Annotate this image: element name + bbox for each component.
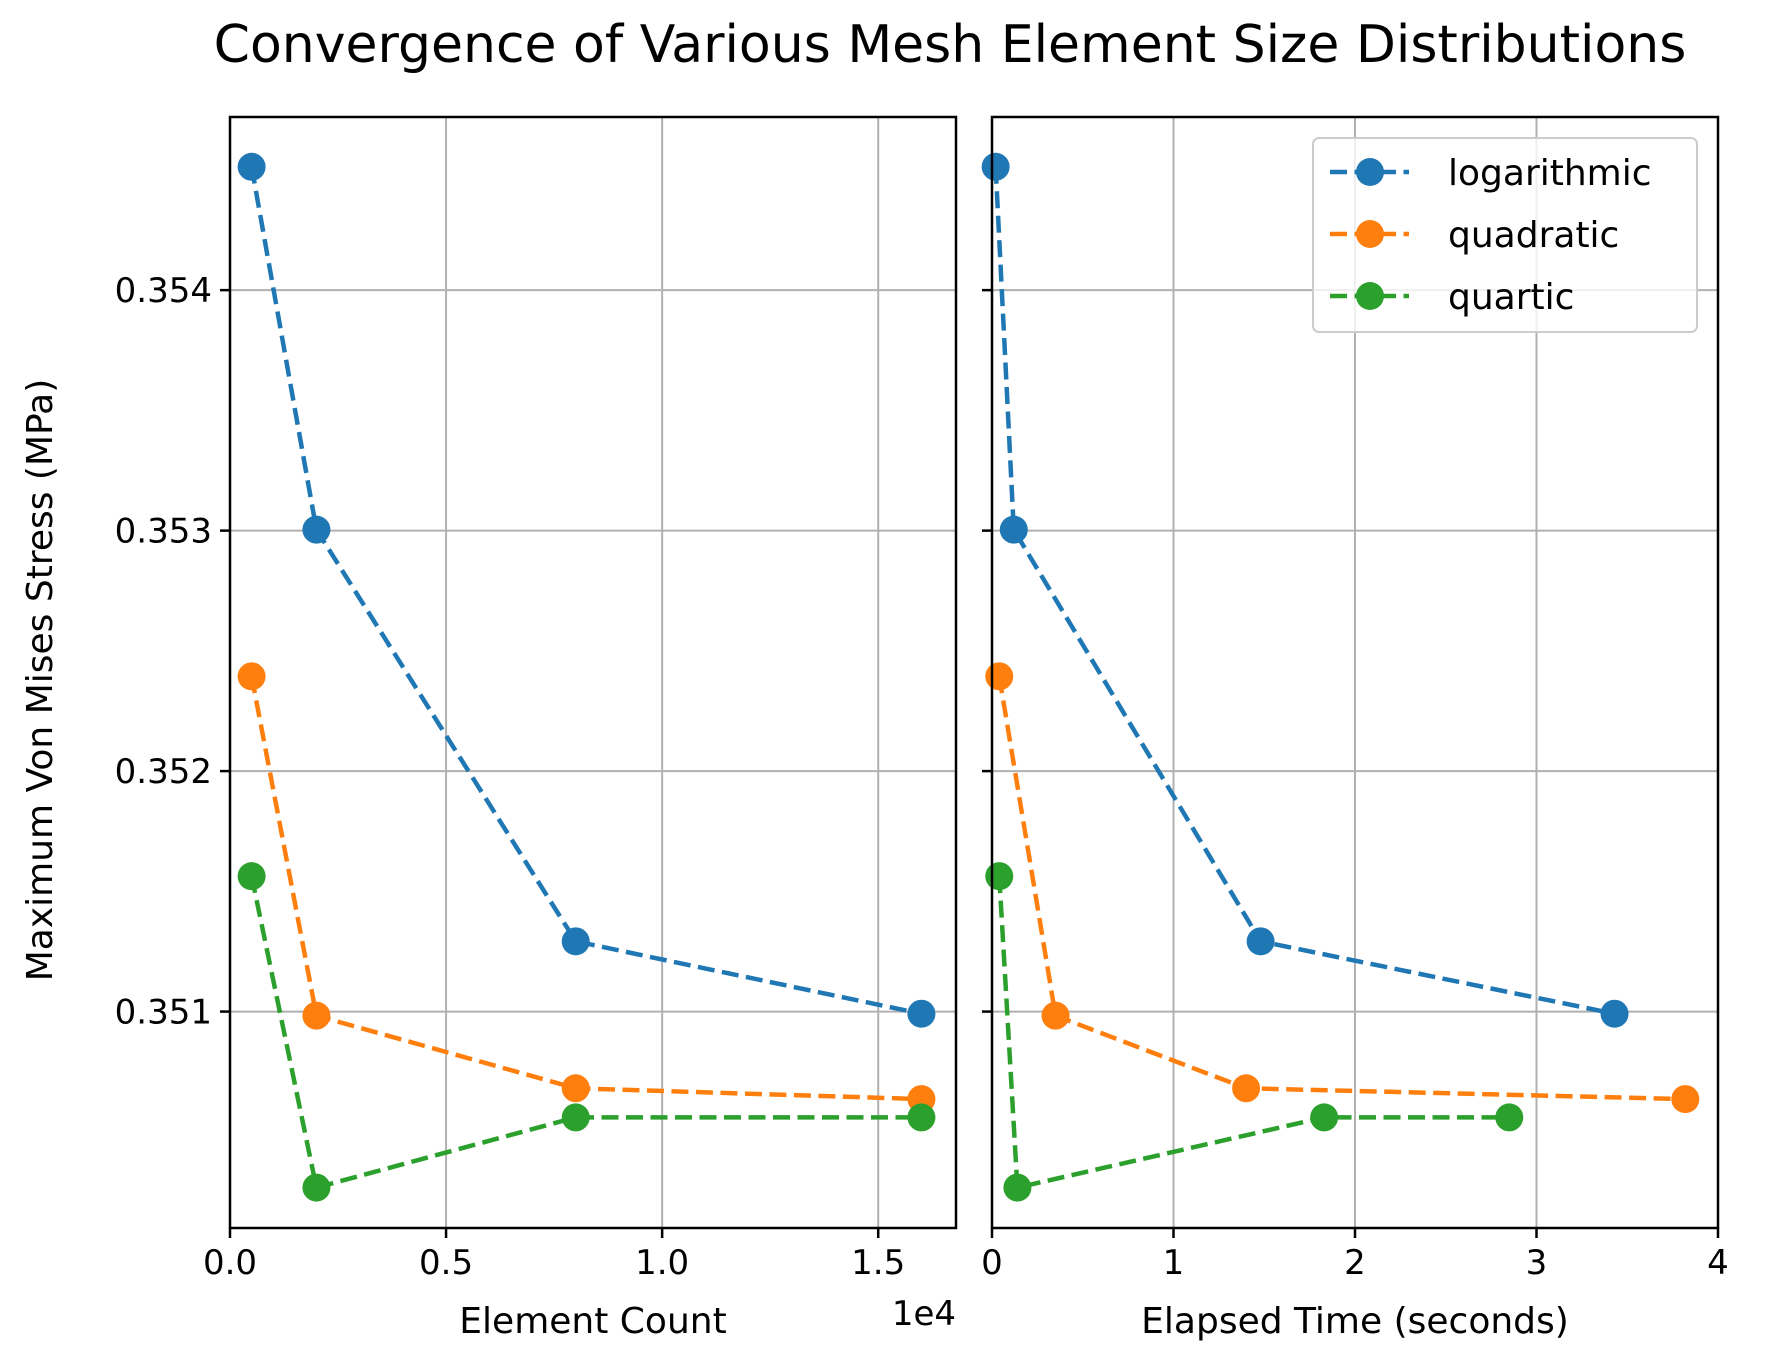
series-line-quadratic [997,675,1686,1102]
data-point-quartic [1003,1173,1032,1202]
series-line-quadratic [249,675,922,1102]
series-layer [237,152,936,1202]
x-tick-label: 0 [981,1243,1003,1283]
data-point-logarithmic [1246,927,1275,956]
y-tick-label: 0.353 [115,512,212,552]
x-tick-label: 0.0 [203,1243,257,1283]
data-point-quartic [985,862,1014,891]
data-point-quartic [237,862,266,891]
data-point-quadratic [1232,1074,1261,1103]
x-tick-label: 1.0 [635,1243,689,1283]
legend-marker-logarithmic [1356,158,1384,186]
data-point-quadratic [985,662,1014,691]
data-point-logarithmic [561,927,590,956]
y-tick-label: 0.354 [115,271,212,311]
x-tick-label: 2 [1344,1243,1366,1283]
x-tick-label: 3 [1526,1243,1548,1283]
panels-layer: 0.0 0.5 1.0 1.5 0.351 0.352 0.353 0.354 Element … [115,115,1729,1342]
data-point-quartic [1495,1103,1524,1132]
series-line-logarithmic [993,166,1615,1016]
x-tick-label: 4 [1707,1243,1729,1283]
data-point-quadratic [1671,1085,1700,1114]
data-point-quartic [1310,1103,1339,1132]
plot-frame [228,115,958,1230]
data-point-quartic [907,1103,936,1132]
legend: logarithmic quadratic quartic [1312,137,1698,333]
series-line-logarithmic [249,166,922,1016]
data-point-quadratic [1041,1001,1070,1030]
data-point-quadratic [237,662,266,691]
x-axis-label: Element Count [459,1301,726,1342]
x-offset-text: 1e4 [892,1294,956,1334]
series-layer [981,152,1700,1202]
y-tick-label: 0.351 [115,993,212,1033]
panel-2: 0 1 2 3 4 Elapsed Time (seconds) logarithmic qu… [981,115,1729,1342]
legend-box [1312,137,1698,333]
legend-label-quartic: quartic [1448,277,1574,318]
legend-label-logarithmic: logarithmic [1448,153,1652,194]
x-axis-label: Elapsed Time (seconds) [1141,1301,1569,1342]
y-axis-label: Maximum Von Mises Stress (MPa) [20,379,61,982]
x-tick-label: 0.5 [419,1243,473,1283]
y-tick-label: 0.352 [115,752,212,792]
data-point-logarithmic [1600,999,1629,1028]
series-line-quartic [249,875,922,1191]
legend-label-quadratic: quadratic [1448,215,1619,256]
chart-title: Convergence of Various Mesh Element Size… [214,15,1687,75]
data-point-logarithmic [237,152,266,181]
data-point-quadratic [561,1074,590,1103]
data-point-logarithmic [302,515,331,544]
data-point-quartic [561,1103,590,1132]
data-point-quadratic [302,1001,331,1030]
data-point-logarithmic [981,152,1010,181]
legend-marker-quartic [1356,282,1384,310]
series-line-quartic [997,876,1510,1191]
data-point-logarithmic [999,515,1028,544]
x-tick-label: 1 [1163,1243,1185,1283]
data-point-quartic [302,1173,331,1202]
panel-1: 0.0 0.5 1.0 1.5 0.351 0.352 0.353 0.354 Element … [115,115,958,1342]
legend-marker-quadratic [1356,220,1384,248]
x-tick-label: 1.5 [851,1243,905,1283]
data-point-logarithmic [907,999,936,1028]
